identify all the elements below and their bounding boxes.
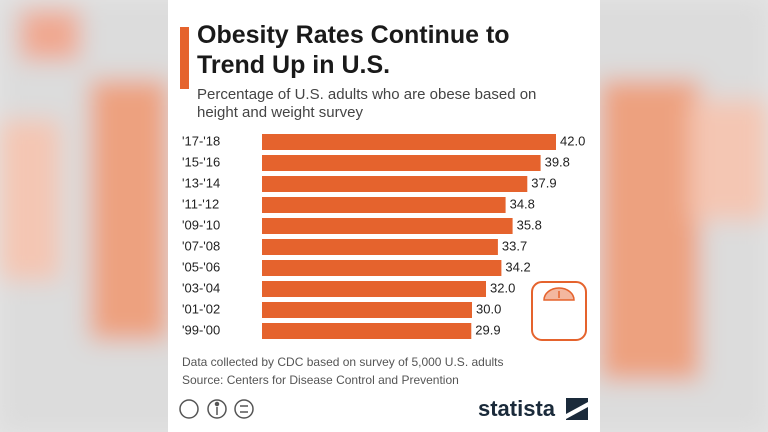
category-label: '99-'00 — [182, 322, 220, 337]
value-label: 34.8 — [510, 196, 535, 211]
category-label: '07-'08 — [182, 238, 220, 253]
source: Source: Centers for Disease Control and … — [182, 373, 459, 387]
category-label: '15-'16 — [182, 154, 220, 169]
brand-logo — [566, 398, 588, 420]
category-label: '11-'12 — [182, 196, 219, 211]
bar — [262, 176, 528, 192]
bar — [262, 323, 472, 339]
value-label: 35.8 — [517, 217, 542, 232]
value-label: 34.2 — [505, 259, 530, 274]
category-label: '01-'02 — [182, 301, 220, 316]
chart-subtitle: Percentage of U.S. adults who are obese … — [197, 86, 536, 121]
category-label: '03-'04 — [182, 280, 220, 295]
bar — [262, 281, 486, 297]
bar — [262, 218, 513, 234]
bar — [262, 302, 472, 318]
bar — [262, 197, 506, 213]
panel — [168, 0, 600, 432]
title-accent — [180, 27, 189, 89]
license-icons — [179, 399, 254, 419]
category-label: '05-'06 — [182, 259, 220, 274]
note: Data collected by CDC based on survey of… — [182, 355, 504, 369]
bar — [262, 260, 502, 276]
value-label: 30.0 — [476, 301, 501, 316]
bar — [262, 155, 541, 171]
bar — [262, 239, 498, 255]
category-label: '13-'14 — [182, 175, 220, 190]
category-label: '09-'10 — [182, 217, 220, 232]
scale-icon — [531, 281, 587, 341]
brand: statista — [478, 396, 556, 421]
chart-title: Obesity Rates Continue to Trend Up in U.S… — [197, 21, 510, 79]
value-label: 42.0 — [560, 133, 585, 148]
value-label: 33.7 — [502, 238, 527, 253]
value-label: 39.8 — [545, 154, 570, 169]
bar — [262, 134, 556, 150]
category-label: '17-'18 — [182, 133, 220, 148]
value-label: 37.9 — [531, 175, 556, 190]
value-label: 29.9 — [475, 322, 500, 337]
value-label: 32.0 — [490, 280, 515, 295]
